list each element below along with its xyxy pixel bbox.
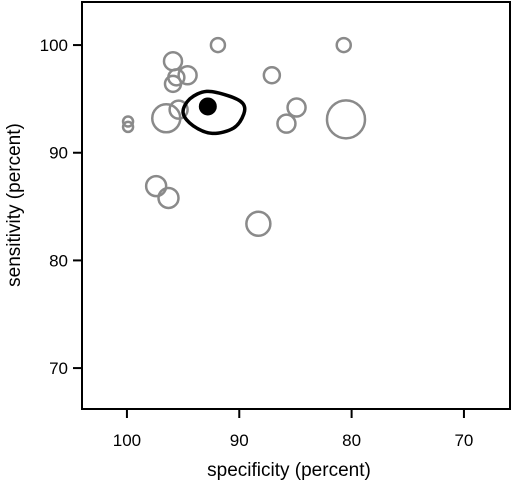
x-axis-label: specificity (percent) <box>207 460 371 481</box>
x-tick-label: 100 <box>113 431 141 450</box>
study-point <box>276 113 297 134</box>
y-axis-label: sensitivity (percent) <box>4 123 25 287</box>
study-point <box>335 36 352 54</box>
study-point <box>286 97 307 118</box>
y-tick-label: 80 <box>49 251 68 270</box>
confidence-region <box>181 89 247 136</box>
study-point <box>168 99 189 120</box>
study-point <box>325 99 367 140</box>
study-point <box>121 115 135 128</box>
study-markers <box>121 36 367 238</box>
study-point <box>144 174 168 198</box>
x-tick-label: 80 <box>342 431 361 450</box>
study-point <box>209 36 227 54</box>
summary-point <box>198 97 217 116</box>
summary-layer <box>181 89 247 136</box>
study-point <box>157 186 180 210</box>
study-point <box>177 64 198 86</box>
y-axis: 100 90 80 70 <box>40 36 82 378</box>
study-point <box>121 120 135 134</box>
plot-frame <box>81 1 511 410</box>
study-point <box>151 103 182 134</box>
y-tick-label: 70 <box>49 359 68 378</box>
x-tick-label: 90 <box>230 431 249 450</box>
study-point <box>163 74 183 94</box>
study-point <box>162 50 184 72</box>
x-axis: 100 90 80 70 <box>113 409 473 450</box>
study-point <box>262 65 282 85</box>
y-tick-label: 90 <box>49 144 68 163</box>
study-point <box>245 210 272 238</box>
y-tick-label: 100 <box>40 36 68 55</box>
x-tick-label: 70 <box>454 431 473 450</box>
